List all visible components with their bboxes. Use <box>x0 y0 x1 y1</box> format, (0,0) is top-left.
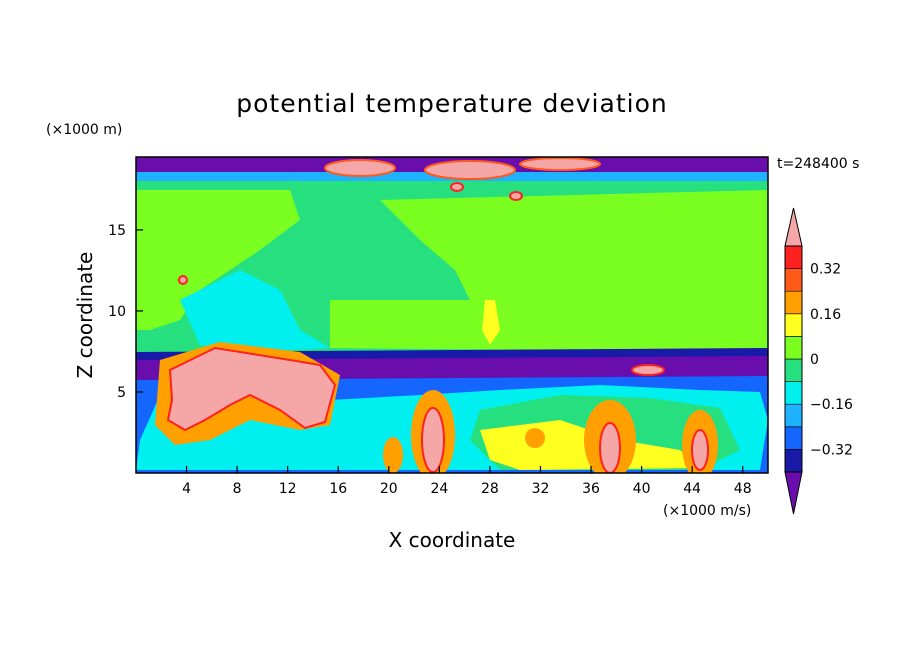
region-warm-plume-pink <box>166 346 337 432</box>
colorbar-bin <box>784 426 803 450</box>
x-tick-label: 20 <box>380 481 398 497</box>
column-inner <box>599 422 621 473</box>
x-tick-label: 4 <box>182 481 191 497</box>
colorbar: 0.32 0.16 0 −0.16 −0.32 <box>784 207 853 515</box>
colorbar-tick-label: 0 <box>810 352 819 368</box>
colorbar-tick-label: 0.32 <box>810 262 841 278</box>
column-inner <box>421 407 445 473</box>
y-axis-label: Z coordinate <box>73 252 97 379</box>
warm-blob <box>324 159 396 177</box>
y-tick-label: 5 <box>117 385 126 401</box>
colorbar-under-triangle <box>784 471 803 515</box>
y-axis: 5 10 15 <box>108 223 143 401</box>
x-tick-label: 8 <box>233 481 242 497</box>
colorbar-bin <box>784 403 803 428</box>
colorbar-frame <box>784 245 803 473</box>
chart-title: potential temperature deviation <box>236 89 667 118</box>
region-left-light-green <box>136 190 300 330</box>
column-outer <box>383 437 403 473</box>
colorbar-bin <box>784 268 803 292</box>
colorbar-bin <box>784 381 803 405</box>
colorbar-bin <box>784 336 803 360</box>
upper-warm-blobs <box>178 157 601 285</box>
contour-field <box>136 157 768 473</box>
time-label: t=248400 s <box>777 156 859 172</box>
colorbar-bin <box>784 313 803 337</box>
warm-blob <box>450 182 464 192</box>
x-tick-label: 40 <box>633 481 651 497</box>
colorbar-bin <box>784 245 803 269</box>
region-right-light-green <box>330 190 768 352</box>
plot-frame <box>135 156 769 474</box>
colorbar-over-triangle <box>784 207 803 247</box>
region-yellow-spot <box>482 300 500 345</box>
warm-blob <box>519 157 601 171</box>
region-cyan-mid <box>180 270 330 352</box>
x-tick-label: 44 <box>683 481 701 497</box>
x-tick-label: 32 <box>532 481 550 497</box>
small-warm-patch <box>631 364 665 376</box>
colorbar-bin <box>784 290 803 315</box>
x-axis-label: X coordinate <box>389 528 516 552</box>
y-tick-label: 10 <box>108 304 126 320</box>
x-tick-label: 48 <box>734 481 752 497</box>
colorbar-tick-label: 0.16 <box>810 307 841 323</box>
x-tick-label: 36 <box>582 481 600 497</box>
x-tick-label: 28 <box>481 481 499 497</box>
colorbar-bin <box>784 449 803 473</box>
colorbar-bin <box>784 358 803 382</box>
x-tick-label: 24 <box>430 481 448 497</box>
warm-blob <box>178 275 188 285</box>
x-tick-label: 16 <box>329 481 347 497</box>
colorbar-tick-label: −0.16 <box>810 397 853 413</box>
x-tick-label: 12 <box>279 481 297 497</box>
colorbar-tick-label: −0.32 <box>810 442 853 458</box>
y-tick-label: 15 <box>108 223 126 239</box>
warm-blob <box>424 160 516 180</box>
warm-columns <box>383 364 718 473</box>
x-unit-label: (×1000 m/s) <box>663 503 751 519</box>
column-inner <box>691 429 709 471</box>
column-outer <box>525 428 545 448</box>
x-axis: 4 8 12 16 20 24 28 32 36 40 44 48 <box>182 466 752 497</box>
y-unit-label: (×1000 m) <box>46 122 122 138</box>
warm-blob <box>509 191 523 201</box>
